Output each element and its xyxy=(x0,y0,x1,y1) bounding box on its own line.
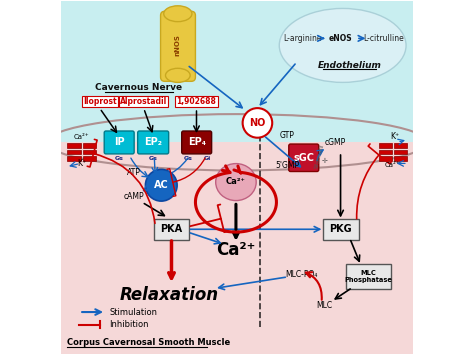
FancyBboxPatch shape xyxy=(61,1,413,142)
FancyBboxPatch shape xyxy=(83,150,96,154)
Text: EP₄: EP₄ xyxy=(188,137,206,147)
Text: cAMP: cAMP xyxy=(124,192,145,201)
FancyBboxPatch shape xyxy=(67,156,81,160)
Text: cGMP: cGMP xyxy=(324,138,346,147)
FancyBboxPatch shape xyxy=(154,219,190,240)
Text: Inhibition: Inhibition xyxy=(109,320,149,329)
Text: Endothelium: Endothelium xyxy=(318,61,382,70)
Text: IP: IP xyxy=(114,137,125,147)
Text: PKG: PKG xyxy=(329,224,352,234)
Text: Cavernous Nerve: Cavernous Nerve xyxy=(95,83,182,92)
Ellipse shape xyxy=(279,9,406,82)
Circle shape xyxy=(243,108,272,138)
FancyBboxPatch shape xyxy=(83,156,96,160)
Text: AC: AC xyxy=(154,180,169,190)
Text: ATP: ATP xyxy=(127,168,141,177)
FancyBboxPatch shape xyxy=(394,156,408,160)
Text: MLC: MLC xyxy=(316,301,332,310)
Ellipse shape xyxy=(216,164,256,201)
Text: Gs: Gs xyxy=(149,155,158,161)
FancyBboxPatch shape xyxy=(137,131,169,154)
Text: Alprostadil: Alprostadil xyxy=(120,97,167,106)
FancyBboxPatch shape xyxy=(394,143,408,148)
Ellipse shape xyxy=(165,68,190,82)
FancyBboxPatch shape xyxy=(83,143,96,148)
Text: MLC-PO₄: MLC-PO₄ xyxy=(285,270,317,279)
Text: 5'GMP: 5'GMP xyxy=(275,161,300,170)
Text: L-citrulline: L-citrulline xyxy=(363,34,403,43)
Circle shape xyxy=(146,169,177,201)
Text: Sildenafil: Sildenafil xyxy=(314,143,326,169)
Text: Ca²⁺: Ca²⁺ xyxy=(216,241,255,259)
FancyBboxPatch shape xyxy=(67,143,81,148)
Text: K⁺: K⁺ xyxy=(390,132,400,141)
Text: nNOS: nNOS xyxy=(175,34,181,56)
Text: MLC
Phosphatase: MLC Phosphatase xyxy=(345,270,392,283)
FancyBboxPatch shape xyxy=(346,264,391,289)
FancyBboxPatch shape xyxy=(323,219,358,240)
Text: Ca²⁺: Ca²⁺ xyxy=(226,176,246,186)
FancyBboxPatch shape xyxy=(379,156,392,160)
Text: Gs: Gs xyxy=(184,155,193,161)
FancyBboxPatch shape xyxy=(394,150,408,154)
FancyBboxPatch shape xyxy=(379,143,392,148)
Text: Gs: Gs xyxy=(115,155,124,161)
FancyBboxPatch shape xyxy=(379,150,392,154)
FancyBboxPatch shape xyxy=(104,131,134,154)
Text: eNOS: eNOS xyxy=(328,34,352,43)
Text: Ca²⁺: Ca²⁺ xyxy=(73,135,89,141)
Text: Corpus Cavernosal Smooth Muscle: Corpus Cavernosal Smooth Muscle xyxy=(67,338,230,347)
Text: NO: NO xyxy=(249,118,265,128)
FancyBboxPatch shape xyxy=(161,11,195,81)
Text: K⁺: K⁺ xyxy=(77,159,86,168)
Text: EP₂: EP₂ xyxy=(144,137,162,147)
Text: Iloprost: Iloprost xyxy=(83,97,117,106)
Text: Relaxation: Relaxation xyxy=(120,286,219,305)
Text: L-arginine: L-arginine xyxy=(283,34,321,43)
Text: Ca²⁺: Ca²⁺ xyxy=(384,162,400,168)
Text: ✛: ✛ xyxy=(322,158,328,164)
Ellipse shape xyxy=(164,6,192,22)
Text: PKA: PKA xyxy=(160,224,182,234)
Text: 1,902688: 1,902688 xyxy=(176,97,217,106)
Text: Stimulation: Stimulation xyxy=(109,307,157,317)
Text: Gi: Gi xyxy=(203,155,210,161)
FancyBboxPatch shape xyxy=(67,150,81,154)
FancyBboxPatch shape xyxy=(182,131,211,154)
Text: GTP: GTP xyxy=(280,131,295,140)
Text: sGC: sGC xyxy=(293,153,314,163)
FancyBboxPatch shape xyxy=(61,142,413,354)
FancyBboxPatch shape xyxy=(289,144,319,171)
